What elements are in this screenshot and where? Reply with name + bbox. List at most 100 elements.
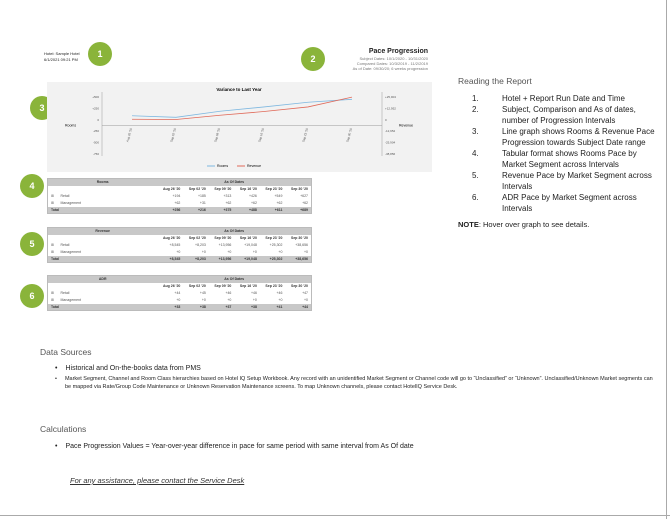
y-tick: -750 — [93, 152, 99, 156]
item-text: Tabular format shows Rooms Pace by Marke… — [502, 149, 637, 169]
total-label: Total — [47, 255, 158, 263]
reading-item: 3. Line graph shows Rooms & Revenue Pace … — [472, 126, 658, 148]
cell: +194 — [172, 194, 181, 198]
cell: +25,302 — [269, 243, 283, 247]
x-tick: Sep 23 '20 — [301, 127, 309, 142]
reading-item: 1. Hotel + Report Run Date and Time — [472, 93, 658, 104]
segment-label: Management — [60, 298, 81, 302]
column-header: Sep 09 '20 — [214, 284, 232, 288]
y-tick: +500 — [92, 95, 99, 99]
expand-icon[interactable]: ⊞ — [51, 194, 54, 198]
reading-guide: Reading the Report 1. Hotel + Report Run … — [458, 76, 658, 230]
data-point[interactable] — [131, 115, 133, 117]
note: NOTE: Hover over graph to see details. — [458, 219, 658, 230]
reading-item: 6. ADR Pace by Market Segment across Inte… — [472, 192, 658, 214]
cell: +0 — [278, 298, 283, 302]
data-sources-title: Data Sources — [40, 347, 92, 357]
data-point[interactable] — [219, 110, 221, 112]
column-header: Sep 23 '20 — [265, 236, 283, 240]
column-header: Sep 30 '20 — [291, 187, 308, 191]
data-source-bullet: • Market Segment, Channel and Room Class … — [55, 375, 655, 391]
cell: +8,203 — [195, 243, 206, 247]
column-header: Sep 23 '20 — [265, 284, 283, 288]
cell: +46 — [250, 291, 257, 295]
item-number: 4. — [472, 149, 479, 158]
calculation-bullet: • Pace Progression Values = Year-over-yea… — [55, 443, 414, 450]
column-header: Sep 16 '20 — [239, 187, 257, 191]
data-point[interactable] — [307, 101, 309, 103]
table-title: Revenue — [47, 227, 158, 235]
note-text: : Hover over graph to see details. — [478, 220, 590, 229]
series-line-revenue[interactable] — [131, 96, 353, 120]
total-cell: +44 — [285, 303, 312, 311]
calculations-title: Calculations — [40, 424, 87, 434]
badge-5: 5 — [20, 232, 44, 256]
total-cell: +37 — [208, 303, 235, 311]
badge-1: 1 — [88, 42, 112, 66]
bullet-text: Historical and On-the-books data from PM… — [65, 365, 201, 372]
y2-tick: +12,952 — [385, 106, 396, 110]
data-point[interactable] — [263, 110, 265, 112]
y2-tick: -12,952 — [385, 129, 396, 133]
cell: +0 — [176, 298, 181, 302]
segment-label: Retail — [60, 194, 70, 198]
cell: +62 — [250, 201, 257, 205]
cell: +38,656 — [295, 243, 308, 247]
cell: +0 — [304, 298, 308, 302]
x-tick: Sep 30 '20 — [345, 127, 353, 142]
page-edge — [0, 515, 670, 516]
cell: +8,545 — [169, 243, 181, 247]
total-row: Total +8,545 +8,203 +13,956 +19,048 +25,302 +3… — [47, 255, 312, 263]
cell: +426 — [249, 194, 257, 198]
expand-icon[interactable]: ⊞ — [51, 291, 54, 295]
adr-table: ADR As Of Dates Aug 26 '20 Sep 02 '20 Sep 09… — [47, 275, 312, 311]
expand-icon[interactable]: ⊞ — [51, 250, 54, 254]
column-header: Sep 23 '20 — [265, 187, 283, 191]
variance-chart[interactable]: Variance to Last Year Rooms Revenue +500 +25… — [47, 82, 432, 172]
table-title: Rooms — [47, 178, 158, 186]
series-line-rooms[interactable] — [131, 98, 353, 118]
service-desk-link[interactable]: For any assistance, please contact the S… — [70, 476, 245, 485]
expand-icon[interactable]: ⊞ — [51, 201, 54, 205]
table-row: ⊞ Retail +44 +45 +46 +46 +46 +47 — [48, 290, 312, 297]
chart-svg[interactable]: Variance to Last Year Rooms Revenue +500 +25… — [47, 82, 432, 172]
table-row: ⊞ Management +0 +0 +0 +0 +0 +0 — [48, 249, 312, 256]
badge-4: 4 — [20, 174, 44, 198]
cell: +0 — [304, 250, 308, 254]
item-text: ADR Pace by Market Segment across Interv… — [502, 193, 637, 213]
cell: +0 — [227, 298, 232, 302]
total-cell: +8,545 — [157, 255, 184, 263]
column-header: Sep 30 '20 — [291, 236, 308, 240]
y-tick: 0 — [97, 118, 99, 122]
cell: +31 — [199, 201, 206, 205]
page-edge — [666, 0, 667, 519]
column-header: Sep 02 '20 — [188, 236, 206, 240]
cell: +13,956 — [218, 243, 232, 247]
table-row: ⊞ Management +0 +0 +0 +0 +0 +0 — [48, 297, 312, 304]
cell: +0 — [176, 250, 181, 254]
note-label: NOTE — [458, 220, 479, 229]
report-header: Pace Progression Subject Dates: 10/1/202… — [353, 47, 428, 71]
total-row: Total +256 +216 +375 +488 +611 +689 — [47, 206, 312, 214]
total-cell: +38 — [234, 303, 260, 311]
column-header: Sep 16 '20 — [239, 236, 257, 240]
item-number: 3. — [472, 127, 479, 136]
revenue-table: Revenue As Of Dates Aug 26 '20 Sep 02 '20 Se… — [47, 227, 312, 263]
data-point[interactable] — [175, 118, 177, 120]
cell: +46 — [276, 291, 283, 295]
data-point[interactable] — [351, 98, 353, 100]
run-datetime: 6/1/2021 09:21 PM — [44, 57, 78, 62]
expand-icon[interactable]: ⊞ — [51, 298, 54, 302]
data-point[interactable] — [263, 106, 265, 108]
data-point[interactable] — [307, 106, 309, 108]
data-point[interactable] — [175, 116, 177, 118]
cell: +46 — [225, 291, 232, 295]
rooms-table: Rooms As Of Dates Aug 26 '20 Sep 02 '20 Sep … — [47, 178, 312, 214]
segment-label: Management — [60, 201, 81, 205]
expand-icon[interactable]: ⊞ — [51, 243, 54, 247]
data-point[interactable] — [351, 96, 353, 98]
data-point[interactable] — [219, 114, 221, 116]
segment-label: Retail — [60, 243, 70, 247]
data-point[interactable] — [131, 118, 133, 120]
total-cell: +611 — [259, 206, 286, 214]
